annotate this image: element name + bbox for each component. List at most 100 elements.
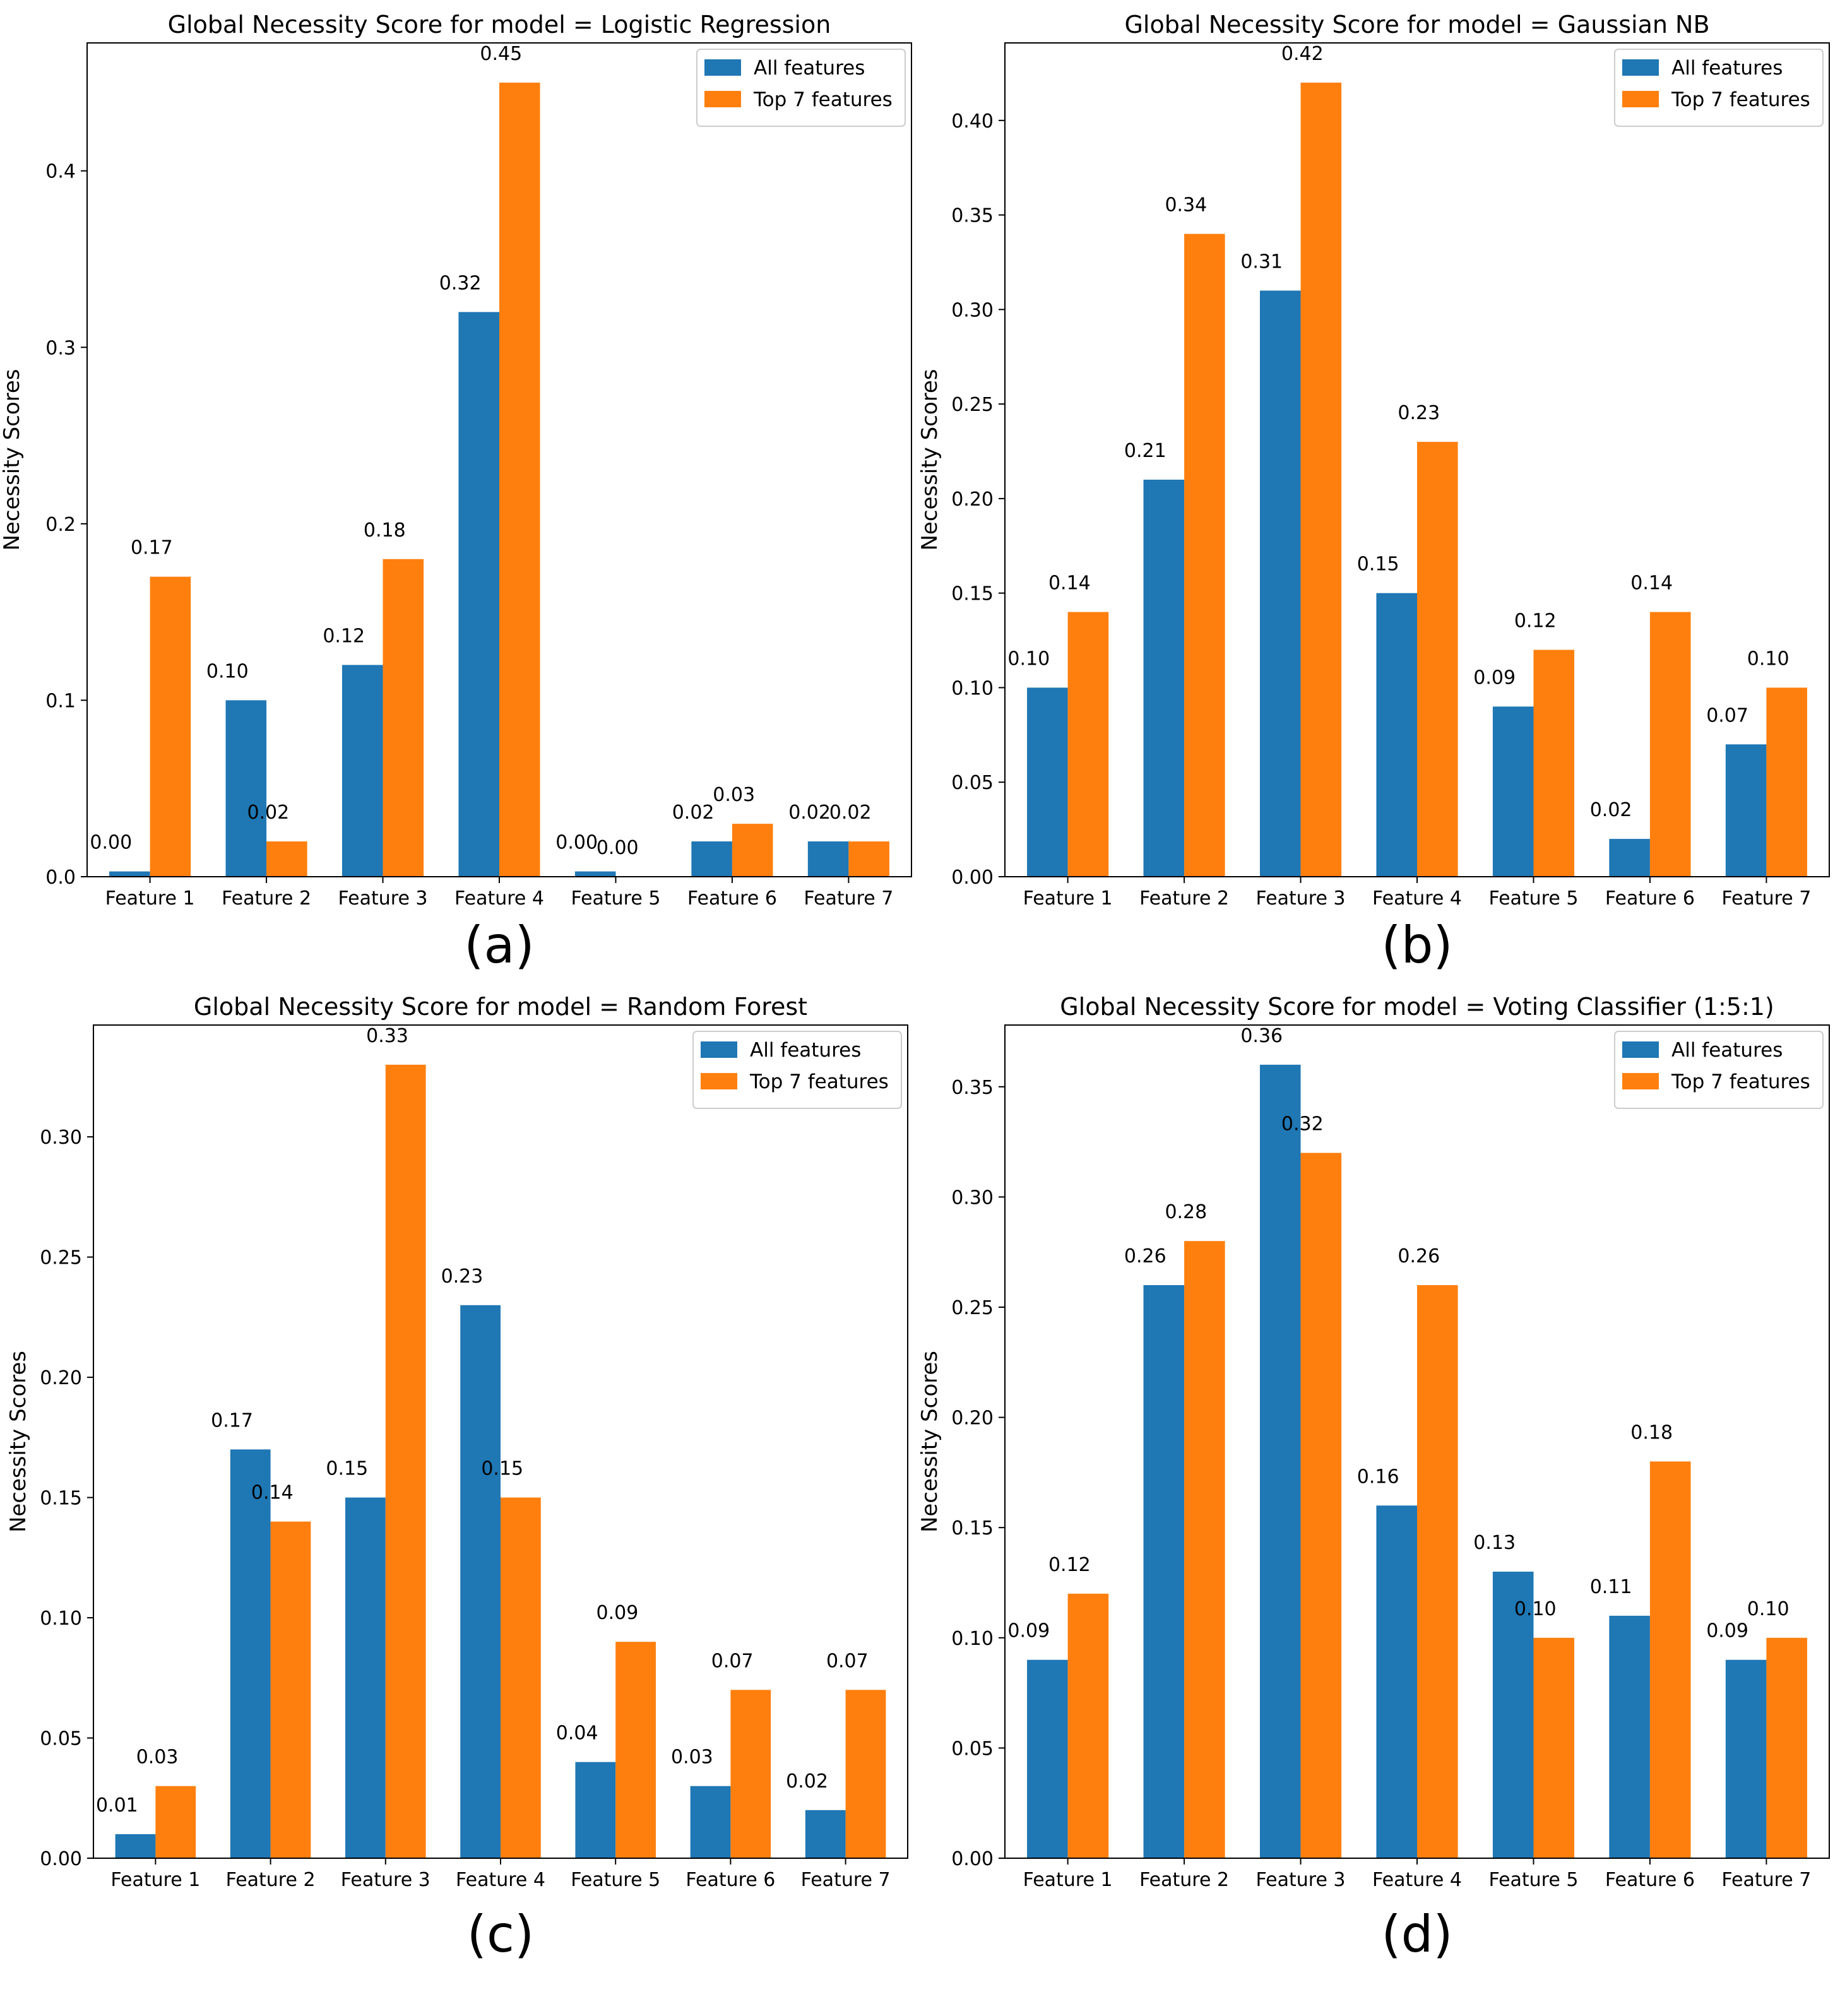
bar-value-label: 0.15 — [481, 1458, 523, 1480]
chart-panel-4: Global Necessity Score for model = Votin… — [917, 993, 1830, 1964]
y-tick-label: 0.20 — [951, 489, 994, 511]
x-tick-label: Feature 4 — [1372, 1869, 1462, 1891]
legend: All features Top 7 features — [692, 1031, 902, 1109]
bar-all-features — [345, 1497, 386, 1858]
y-axis-label: Necessity Scores — [917, 1351, 942, 1533]
bar-value-label: 0.14 — [1048, 572, 1091, 595]
bar-value-label: 0.00 — [90, 832, 132, 854]
bar-top7-features — [1649, 612, 1691, 877]
y-tick-label: 0.20 — [951, 1408, 994, 1430]
y-tick-label: 0.00 — [951, 1848, 994, 1870]
y-tick-label: 0.10 — [40, 1608, 82, 1630]
bar-value-label: 0.04 — [556, 1722, 598, 1745]
bar-top7-features — [1184, 234, 1225, 877]
bar-all-features — [115, 1834, 156, 1858]
bar-value-label: 0.02 — [829, 802, 872, 824]
x-tick-label: Feature 6 — [1605, 1869, 1695, 1891]
bar-value-label: 0.10 — [1747, 1598, 1790, 1620]
x-tick-label: Feature 3 — [341, 1869, 430, 1891]
bar-top7-features — [1649, 1461, 1691, 1858]
bar-value-label: 0.03 — [713, 784, 755, 806]
x-tick-label: Feature 6 — [1605, 887, 1695, 910]
bar-all-features — [458, 312, 499, 877]
bar-top7-features — [848, 841, 889, 877]
bar-value-label: 0.09 — [1473, 667, 1516, 689]
bar-all-features — [1376, 593, 1417, 877]
bar-all-features — [1259, 290, 1301, 877]
bar-all-features — [691, 841, 732, 877]
legend-swatch — [1622, 59, 1659, 76]
bar-all-features — [1376, 1505, 1417, 1858]
bar-value-label: 0.32 — [1281, 1113, 1324, 1135]
legend-box — [696, 49, 906, 127]
x-tick-label: Feature 3 — [338, 887, 428, 910]
x-tick-label: Feature 5 — [571, 887, 660, 910]
x-tick-label: Feature 7 — [1721, 1869, 1811, 1891]
y-tick-label: 0.15 — [951, 1517, 994, 1539]
bar-top7-features — [1067, 612, 1109, 877]
x-tick-label: Feature 5 — [1488, 887, 1578, 910]
x-tick-label: Feature 1 — [1023, 1869, 1113, 1891]
bar-all-features — [1492, 1572, 1534, 1858]
bar-value-label: 0.42 — [1281, 43, 1324, 65]
bar-value-label: 0.10 — [1514, 1598, 1557, 1620]
bar-all-features — [1609, 1615, 1650, 1858]
x-tick-label: Feature 6 — [687, 887, 777, 910]
bar-all-features — [1259, 1064, 1301, 1858]
bar-value-label: 0.02 — [1590, 799, 1632, 821]
chart-panel-2: Global Necessity Score for model = Gauss… — [917, 11, 1830, 975]
legend-entry: All features — [1671, 57, 1783, 80]
bar-value-label: 0.12 — [323, 626, 365, 648]
bar-value-label: 0.21 — [1124, 440, 1166, 462]
bar-top7-features — [1533, 649, 1575, 877]
bar-value-label: 0.07 — [826, 1650, 869, 1672]
bar-value-label: 0.18 — [364, 519, 406, 542]
bar-all-features — [109, 871, 150, 877]
legend-entry: All features — [754, 57, 865, 80]
y-axis-label: Necessity Scores — [6, 1351, 31, 1533]
bar-top7-features — [1766, 1637, 1807, 1858]
bar-top7-features — [1067, 1593, 1109, 1858]
bar-value-label: 0.00 — [597, 837, 639, 859]
bar-all-features — [341, 665, 383, 877]
x-tick-label: Feature 7 — [804, 887, 893, 910]
y-tick-label: 0.20 — [40, 1367, 82, 1389]
bar-value-label: 0.02 — [672, 802, 715, 824]
bar-top7-features — [155, 1786, 196, 1858]
x-tick-label: Feature 2 — [1139, 1869, 1229, 1891]
bar-value-label: 0.14 — [251, 1482, 294, 1504]
bar-top7-features — [266, 841, 307, 877]
chart-title: Global Necessity Score for model = Votin… — [1060, 993, 1774, 1021]
bar-value-label: 0.09 — [597, 1602, 639, 1624]
bar-value-label: 0.17 — [131, 537, 173, 559]
legend: All features Top 7 features — [1614, 1031, 1824, 1109]
bar-value-label: 0.36 — [1240, 1025, 1283, 1047]
bar-value-label: 0.09 — [1706, 1620, 1748, 1642]
y-tick-label: 0.3 — [45, 337, 76, 359]
bar-value-label: 0.13 — [1473, 1532, 1516, 1554]
x-tick-label: Feature 5 — [1488, 1869, 1578, 1891]
y-tick-label: 0.15 — [951, 583, 994, 605]
x-tick-label: Feature 7 — [1721, 887, 1811, 910]
bar-top7-features — [1417, 1285, 1458, 1858]
legend-swatch — [1622, 1073, 1659, 1089]
y-tick-label: 0.2 — [45, 514, 76, 536]
bar-all-features — [460, 1305, 501, 1858]
chart-title: Global Necessity Score for model = Gauss… — [1124, 11, 1709, 39]
bar-all-features — [1143, 479, 1185, 877]
y-tick-label: 0.25 — [951, 394, 994, 416]
legend-swatch — [1622, 91, 1659, 107]
y-tick-label: 0.40 — [951, 110, 994, 133]
legend-swatch — [701, 1073, 737, 1089]
bar-value-label: 0.31 — [1240, 251, 1283, 273]
y-tick-label: 0.05 — [951, 1738, 994, 1760]
legend: All features Top 7 features — [696, 49, 906, 127]
bar-value-label: 0.00 — [555, 832, 598, 854]
bar-value-label: 0.23 — [441, 1266, 484, 1288]
bar-value-label: 0.15 — [1357, 554, 1399, 576]
bar-top7-features — [1417, 442, 1458, 877]
bar-value-label: 0.12 — [1048, 1554, 1091, 1576]
bar-value-label: 0.33 — [366, 1025, 408, 1047]
legend-entry: Top 7 features — [1671, 1070, 1810, 1093]
bar-all-features — [574, 871, 616, 877]
